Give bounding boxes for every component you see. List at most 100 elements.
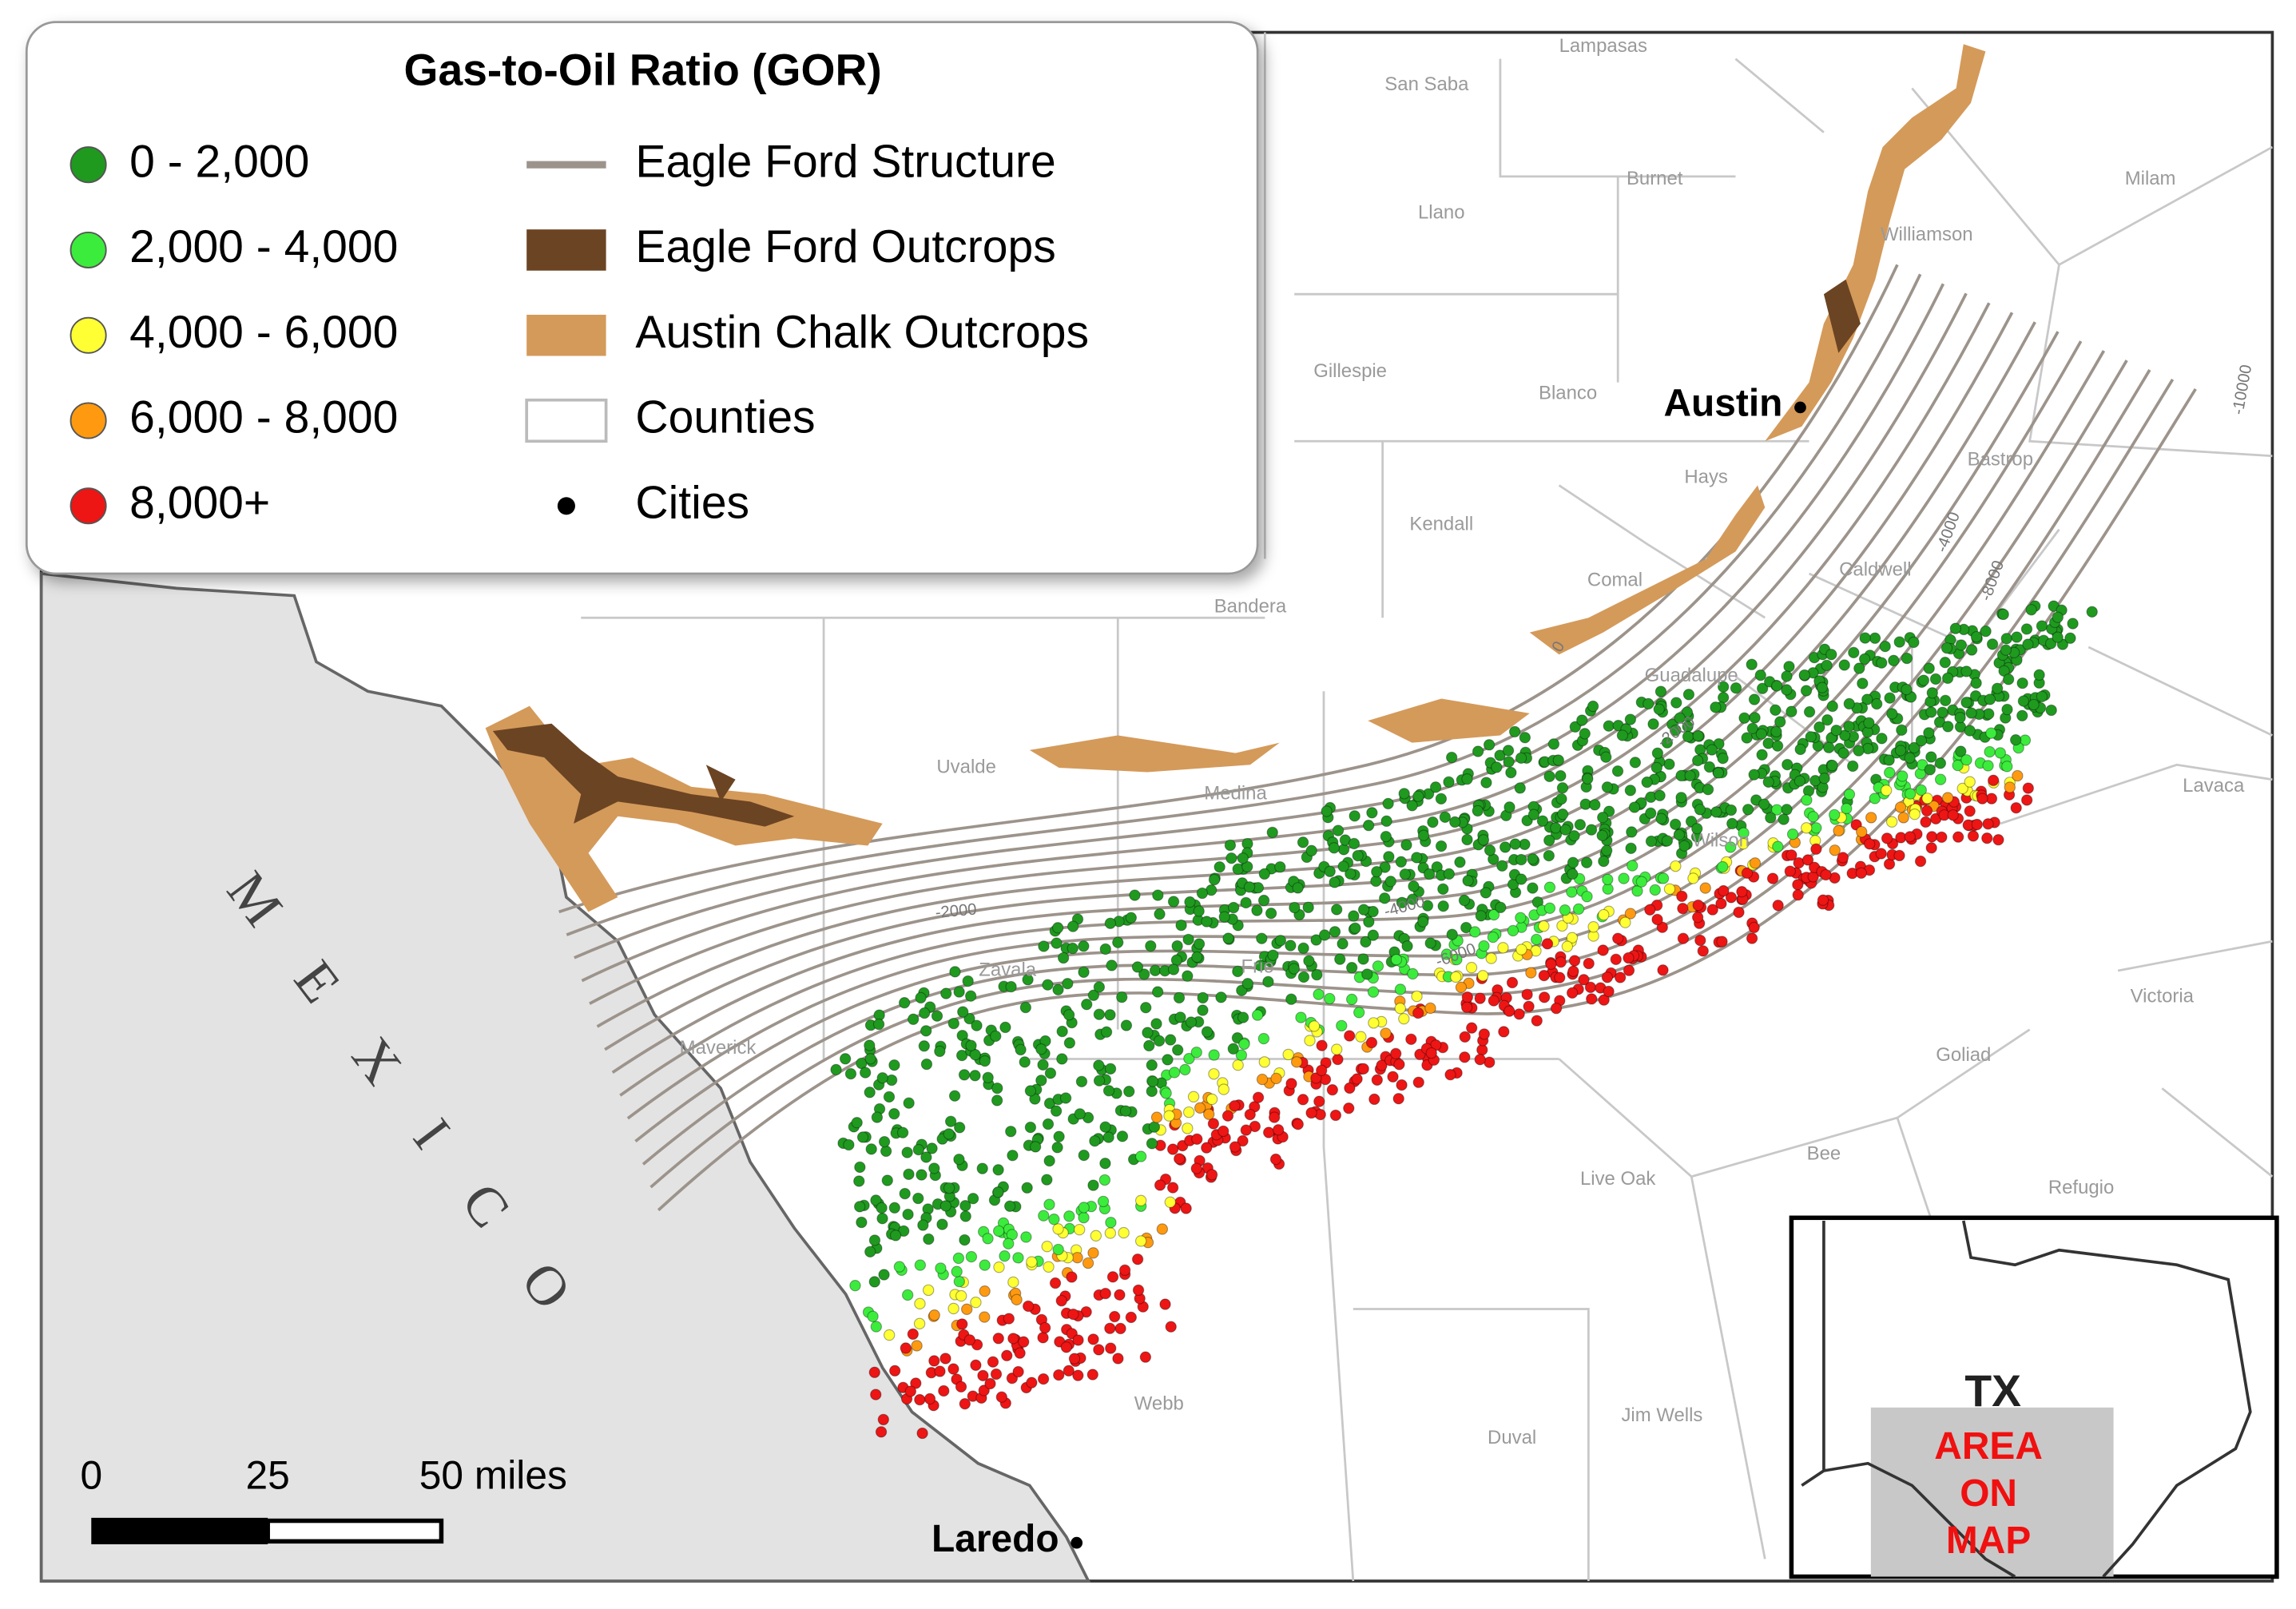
- well: [1955, 745, 1967, 757]
- contour-label: -2000: [935, 901, 978, 922]
- well: [992, 1186, 1004, 1198]
- well: [870, 1194, 882, 1206]
- well: [1425, 1047, 1437, 1059]
- well: [1229, 1141, 1241, 1153]
- well: [2036, 620, 2048, 632]
- well: [1187, 1091, 1200, 1102]
- well: [1494, 749, 1506, 761]
- well: [868, 1366, 880, 1378]
- well: [1099, 1158, 1111, 1170]
- well: [1024, 1121, 1037, 1134]
- well: [908, 1013, 920, 1025]
- well: [1208, 873, 1221, 886]
- well: [1182, 1106, 1195, 1118]
- well: [1578, 974, 1590, 986]
- well: [1746, 658, 1758, 670]
- county-label: Maverick: [680, 1037, 757, 1059]
- well: [1461, 773, 1473, 785]
- well: [1165, 1321, 1177, 1333]
- well: [1078, 1211, 1090, 1224]
- well: [1215, 991, 1227, 1003]
- well: [934, 1365, 946, 1377]
- well: [1412, 1076, 1424, 1088]
- well: [956, 1318, 968, 1330]
- well: [1258, 868, 1270, 880]
- well: [1337, 844, 1350, 856]
- well: [1324, 865, 1336, 877]
- well: [1243, 881, 1256, 893]
- well: [1758, 798, 1770, 810]
- well: [1934, 773, 1947, 785]
- well: [1367, 929, 1380, 941]
- well: [1507, 924, 1519, 937]
- well: [1886, 708, 1898, 720]
- well: [1043, 1261, 1055, 1273]
- well: [1440, 948, 1453, 960]
- well: [999, 1021, 1011, 1034]
- well: [1964, 776, 1976, 788]
- well: [1116, 1130, 1129, 1142]
- well: [1123, 1085, 1135, 1098]
- well: [1499, 841, 1511, 853]
- well: [1007, 1150, 1019, 1162]
- well: [1037, 1373, 1050, 1385]
- well: [1406, 800, 1418, 812]
- well: [1869, 632, 1881, 644]
- well: [1674, 712, 1686, 724]
- well: [1003, 1200, 1016, 1212]
- well: [1063, 1009, 1075, 1021]
- well: [1503, 756, 1515, 768]
- well: [1543, 849, 1555, 862]
- well: [928, 1355, 940, 1367]
- well: [1134, 1150, 1147, 1162]
- well: [1871, 697, 1883, 710]
- well: [1407, 893, 1419, 905]
- well: [1060, 1341, 1073, 1353]
- well: [1555, 955, 1567, 968]
- well: [1508, 725, 1521, 738]
- well: [1059, 1092, 1072, 1104]
- well: [1733, 906, 1745, 919]
- well: [2016, 709, 2028, 721]
- well: [1019, 1056, 1031, 1068]
- well: [1692, 899, 1704, 912]
- well: [1007, 1276, 1019, 1289]
- well: [1576, 714, 1588, 726]
- well: [876, 1072, 888, 1084]
- well: [1742, 804, 1754, 816]
- well: [1231, 1031, 1244, 1044]
- well: [1937, 706, 1948, 718]
- well: [958, 1069, 971, 1081]
- well: [1628, 801, 1641, 813]
- county-label: Bandera: [1214, 596, 1287, 618]
- well: [1394, 983, 1407, 995]
- well: [1572, 903, 1585, 916]
- mexico-area: [39, 571, 1091, 1583]
- well: [902, 1208, 914, 1221]
- well: [1427, 816, 1439, 828]
- well: [912, 1143, 924, 1156]
- well: [1598, 855, 1610, 868]
- well: [854, 1161, 866, 1174]
- well: [1387, 1071, 1399, 1083]
- well: [912, 1192, 924, 1205]
- well: [1050, 1105, 1063, 1117]
- well: [1297, 836, 1309, 848]
- well: [1407, 967, 1419, 980]
- well: [1506, 976, 1519, 989]
- well: [1657, 964, 1669, 976]
- well: [1093, 1059, 1105, 1071]
- well: [1262, 975, 1274, 988]
- legend-label: 2,000 - 4,000: [129, 221, 398, 272]
- well: [1012, 1365, 1024, 1378]
- legend-symbol: [525, 398, 608, 443]
- well: [872, 1018, 885, 1031]
- well: [1941, 672, 1954, 685]
- well: [1876, 733, 1888, 745]
- well: [1003, 1238, 1015, 1249]
- well: [1582, 773, 1594, 785]
- well: [2020, 794, 2033, 806]
- well: [1078, 966, 1090, 979]
- county-label: Llano: [1418, 201, 1465, 223]
- well: [2009, 734, 2022, 746]
